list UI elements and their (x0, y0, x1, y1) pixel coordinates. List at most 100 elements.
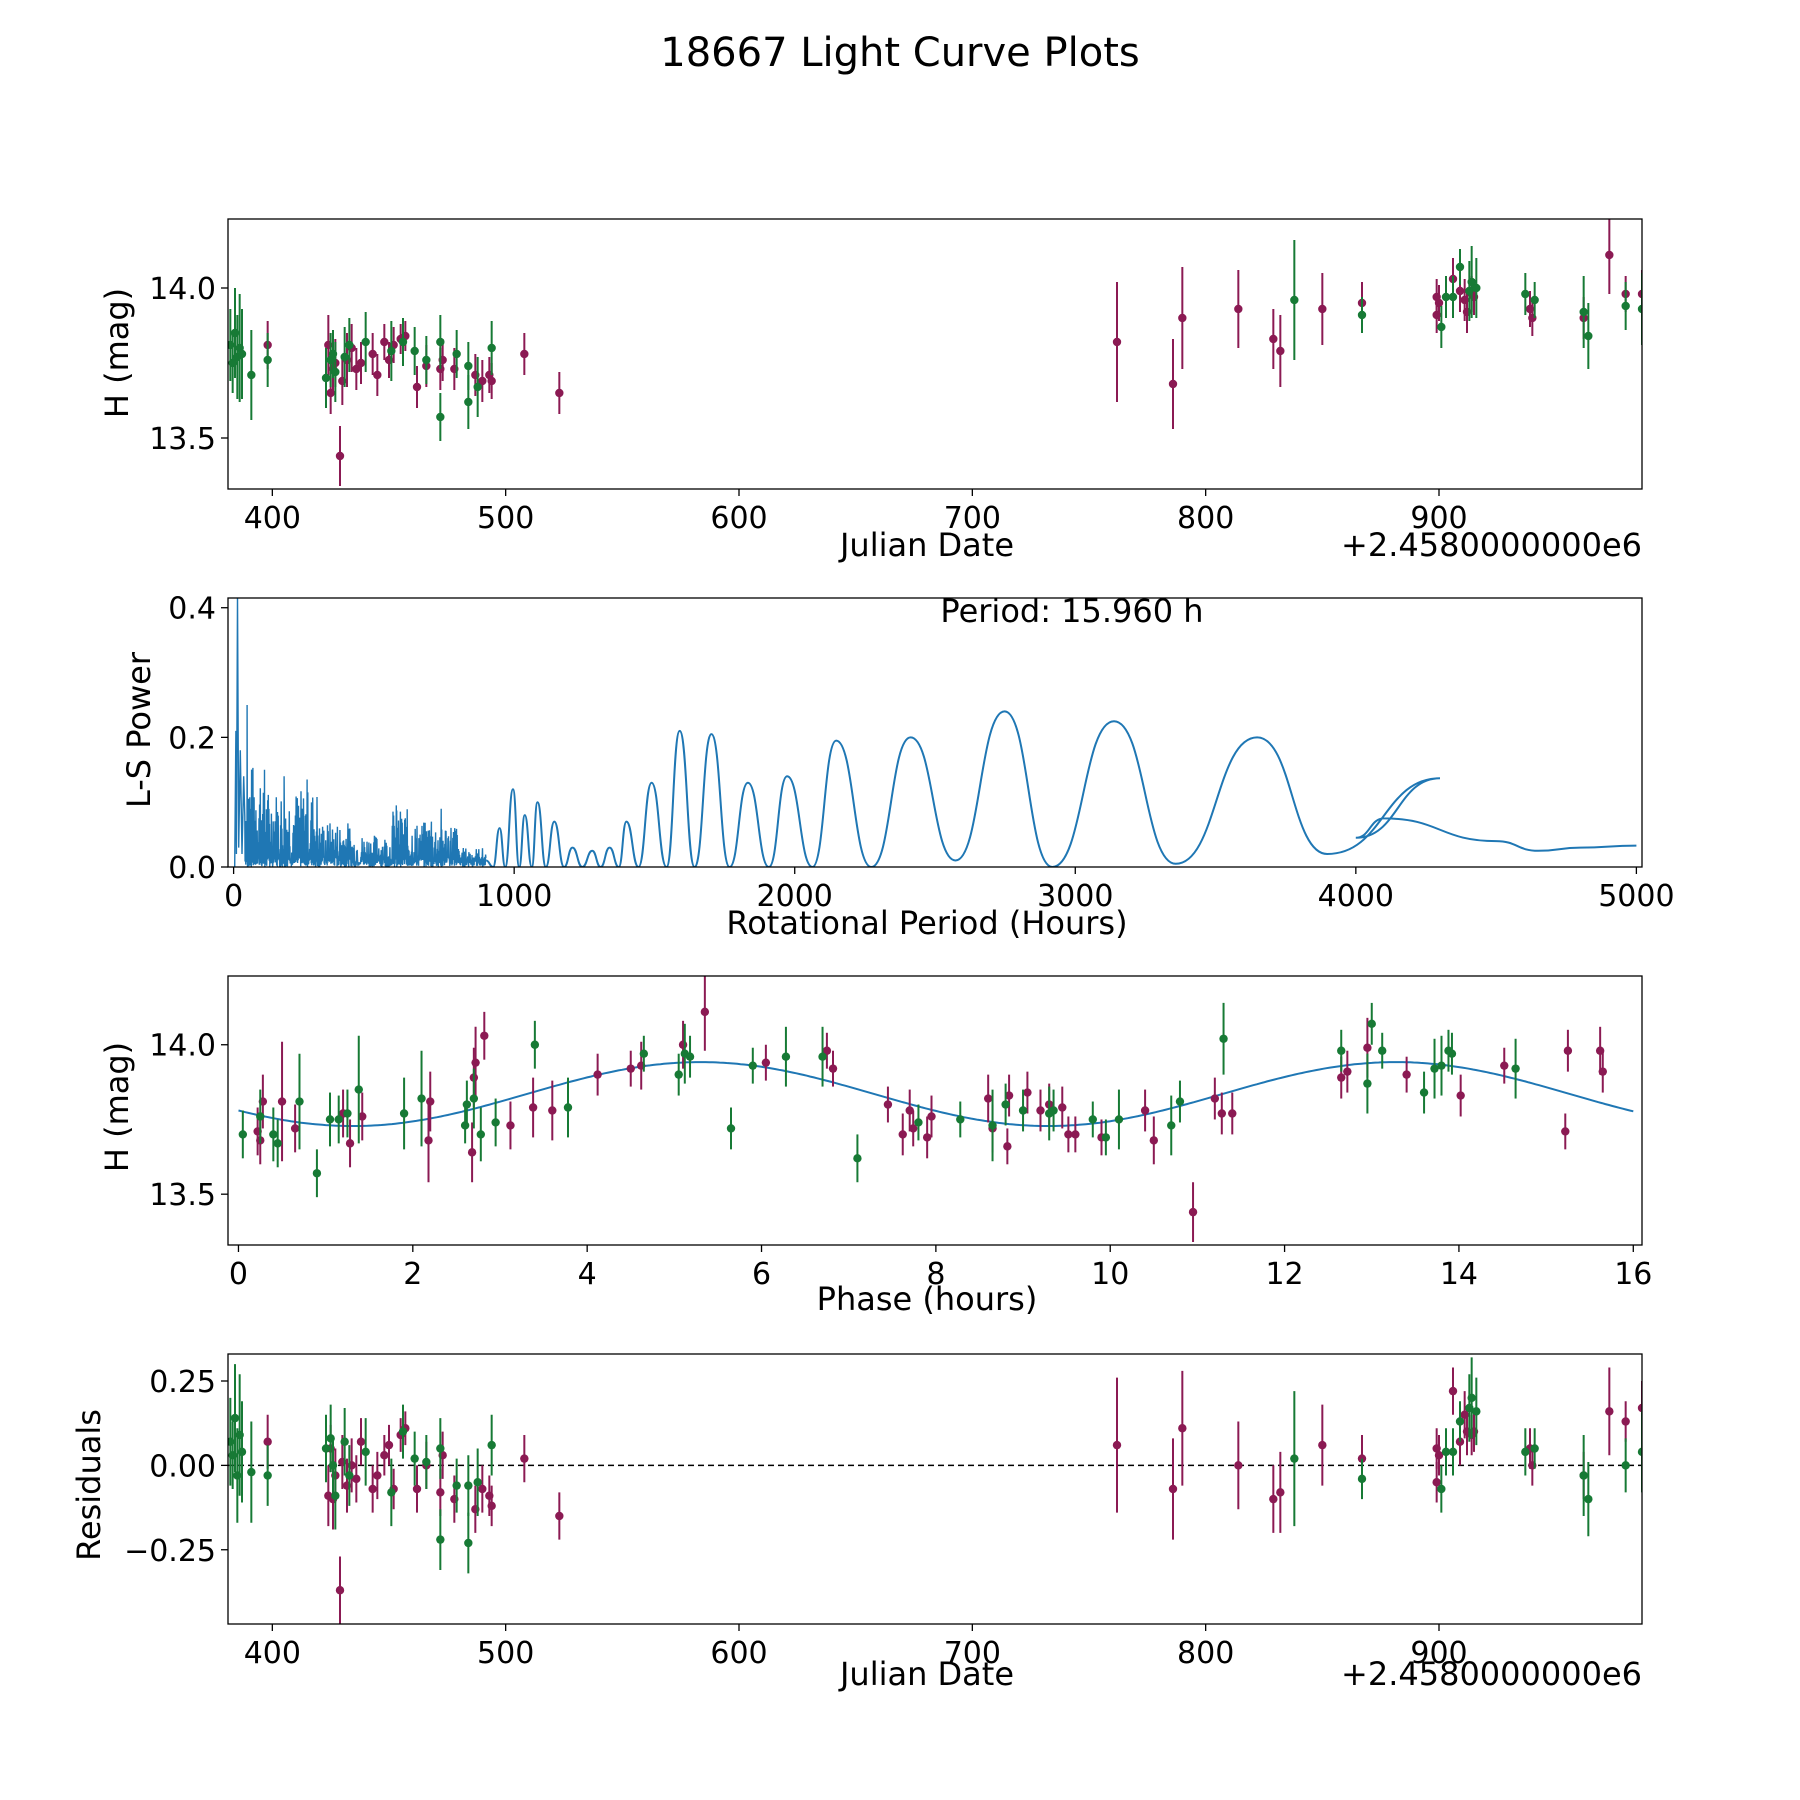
periodogram-plot-area (234, 598, 1637, 867)
lightcurve-r-point (1605, 250, 1614, 260)
lightcurve-g-point (487, 343, 496, 353)
periodogram-frame (227, 597, 1643, 868)
phase-r-point (1563, 1046, 1573, 1055)
residuals-g-point (1290, 1454, 1299, 1463)
phase-g-point (354, 1085, 363, 1094)
lightcurve-g-point (464, 397, 473, 407)
phase-r-point (905, 1106, 914, 1115)
phase-g-point (1001, 1100, 1010, 1109)
lightcurve-g-point (436, 412, 445, 422)
phase-g-point (639, 1049, 649, 1058)
residuals-g-point (387, 1488, 396, 1497)
residuals-r-point (478, 1484, 487, 1494)
residuals-plot-area (228, 1357, 1642, 1624)
residuals-g-point (1467, 1393, 1476, 1403)
lightcurve-ylabel: H (mag) (98, 288, 136, 418)
residuals-offset-text: +2.4580000000e6 (1341, 1655, 1642, 1693)
phase-g-point (956, 1115, 965, 1124)
residuals-r-point (1448, 1386, 1458, 1396)
phase-r-point (828, 1064, 838, 1073)
residuals-r-point (1318, 1440, 1327, 1450)
phase-r-point (593, 1070, 602, 1079)
residuals-r-point (1178, 1424, 1187, 1433)
lightcurve-frame (227, 218, 1643, 490)
phase-g-point (674, 1070, 683, 1079)
phase-g-point (1367, 1019, 1376, 1029)
periodogram-panel: 0 1000 2000 3000 4000 5000 0.0 0.2 0.4 (168, 592, 1674, 914)
phase-r-point (1210, 1094, 1220, 1103)
residuals-g-point (263, 1471, 272, 1480)
phase-g-point (238, 1130, 248, 1139)
residuals-r-point (1621, 1417, 1630, 1426)
periodogram-ylabel: L-S Power (120, 651, 158, 808)
phase-r-point (1598, 1067, 1607, 1076)
lightcurve-xtick-label: 500 (477, 501, 534, 536)
periodogram-ytick-label: 0.4 (168, 592, 216, 627)
residuals-ytick-label: 0.00 (149, 1449, 216, 1484)
residuals-g-point (340, 1437, 349, 1446)
phase-g-point (1101, 1133, 1111, 1142)
phase-r-point (1337, 1073, 1346, 1082)
phase-g-point (256, 1112, 265, 1121)
residuals-r-point (1637, 1403, 1642, 1413)
residuals-xtick-label: 900 (1410, 1636, 1467, 1671)
residuals-r-point (1276, 1488, 1285, 1497)
lightcurve-g-point (1441, 292, 1451, 302)
lightcurve-g-point (473, 382, 482, 392)
phase-g-point (273, 1139, 282, 1148)
lightcurve-g-point (422, 355, 431, 365)
phase-xtick-label: 10 (1091, 1257, 1129, 1292)
phase-r-point (761, 1058, 771, 1067)
residuals-r-point (520, 1454, 529, 1463)
residuals-g-point (464, 1538, 473, 1548)
periodogram-xtick-label: 2000 (757, 879, 833, 914)
lightcurve-g-point (1579, 307, 1588, 317)
lightcurve-g-point (1455, 262, 1465, 272)
lightcurve-xlabel: Julian Date (838, 526, 1014, 564)
residuals-g-point (345, 1471, 354, 1480)
phase-xlabel: Phase (hours) (817, 1280, 1038, 1318)
residuals-g-point (1441, 1447, 1451, 1457)
lightcurve-g-point (237, 349, 247, 359)
lightcurve-g-point (247, 370, 256, 380)
residuals-g-point (473, 1478, 482, 1487)
periodogram-xtick-label: 0 (224, 879, 243, 914)
phase-ytick-label: 14.0 (149, 1029, 216, 1064)
residuals-g-point (1357, 1474, 1367, 1484)
lightcurve-panel: 400 500 600 700 800 900 13.5 14.0 (149, 218, 1643, 536)
phase-r-point (1023, 1088, 1032, 1097)
phase-ylabel: H (mag) (98, 1042, 136, 1172)
lightcurve-r-point (1637, 289, 1642, 299)
lightcurve-g-point (452, 349, 461, 359)
phase-g-point (1167, 1121, 1176, 1130)
residuals-g-point (230, 1413, 240, 1423)
phase-xtick-label: 8 (926, 1257, 945, 1292)
residuals-g-point (464, 1481, 473, 1490)
residuals-r-point (412, 1484, 422, 1494)
phase-r-point (922, 1133, 932, 1142)
phase-r-point (626, 1064, 635, 1073)
phase-g-point (1511, 1064, 1520, 1073)
lightcurve-xtick-label: 700 (944, 501, 1001, 536)
lightcurve-g-point (1290, 295, 1299, 305)
lightcurve-ytick-label: 14.0 (149, 272, 216, 307)
lightcurve-g-point (1637, 304, 1642, 314)
lightcurve-r-point (335, 451, 345, 461)
lightcurve-r-point (478, 376, 487, 386)
residuals-xtick-label: 500 (477, 1636, 534, 1671)
residuals-r-point (436, 1488, 445, 1497)
residuals-g-point (247, 1467, 256, 1477)
lightcurve-g-point (464, 361, 473, 371)
lightcurve-r-point (555, 388, 564, 398)
phase-r-point (1217, 1109, 1227, 1118)
phase-r-point (1456, 1091, 1465, 1100)
residuals-r-point (263, 1437, 272, 1446)
phase-g-point (1419, 1088, 1429, 1097)
lightcurve-r-point (356, 358, 366, 368)
lightcurve-r-point (380, 337, 389, 347)
phase-g-point (491, 1118, 500, 1127)
phase-r-point (822, 1046, 832, 1055)
phase-g-point (399, 1109, 409, 1118)
lightcurve-g-point (340, 352, 349, 362)
residuals-g-point (487, 1440, 496, 1450)
